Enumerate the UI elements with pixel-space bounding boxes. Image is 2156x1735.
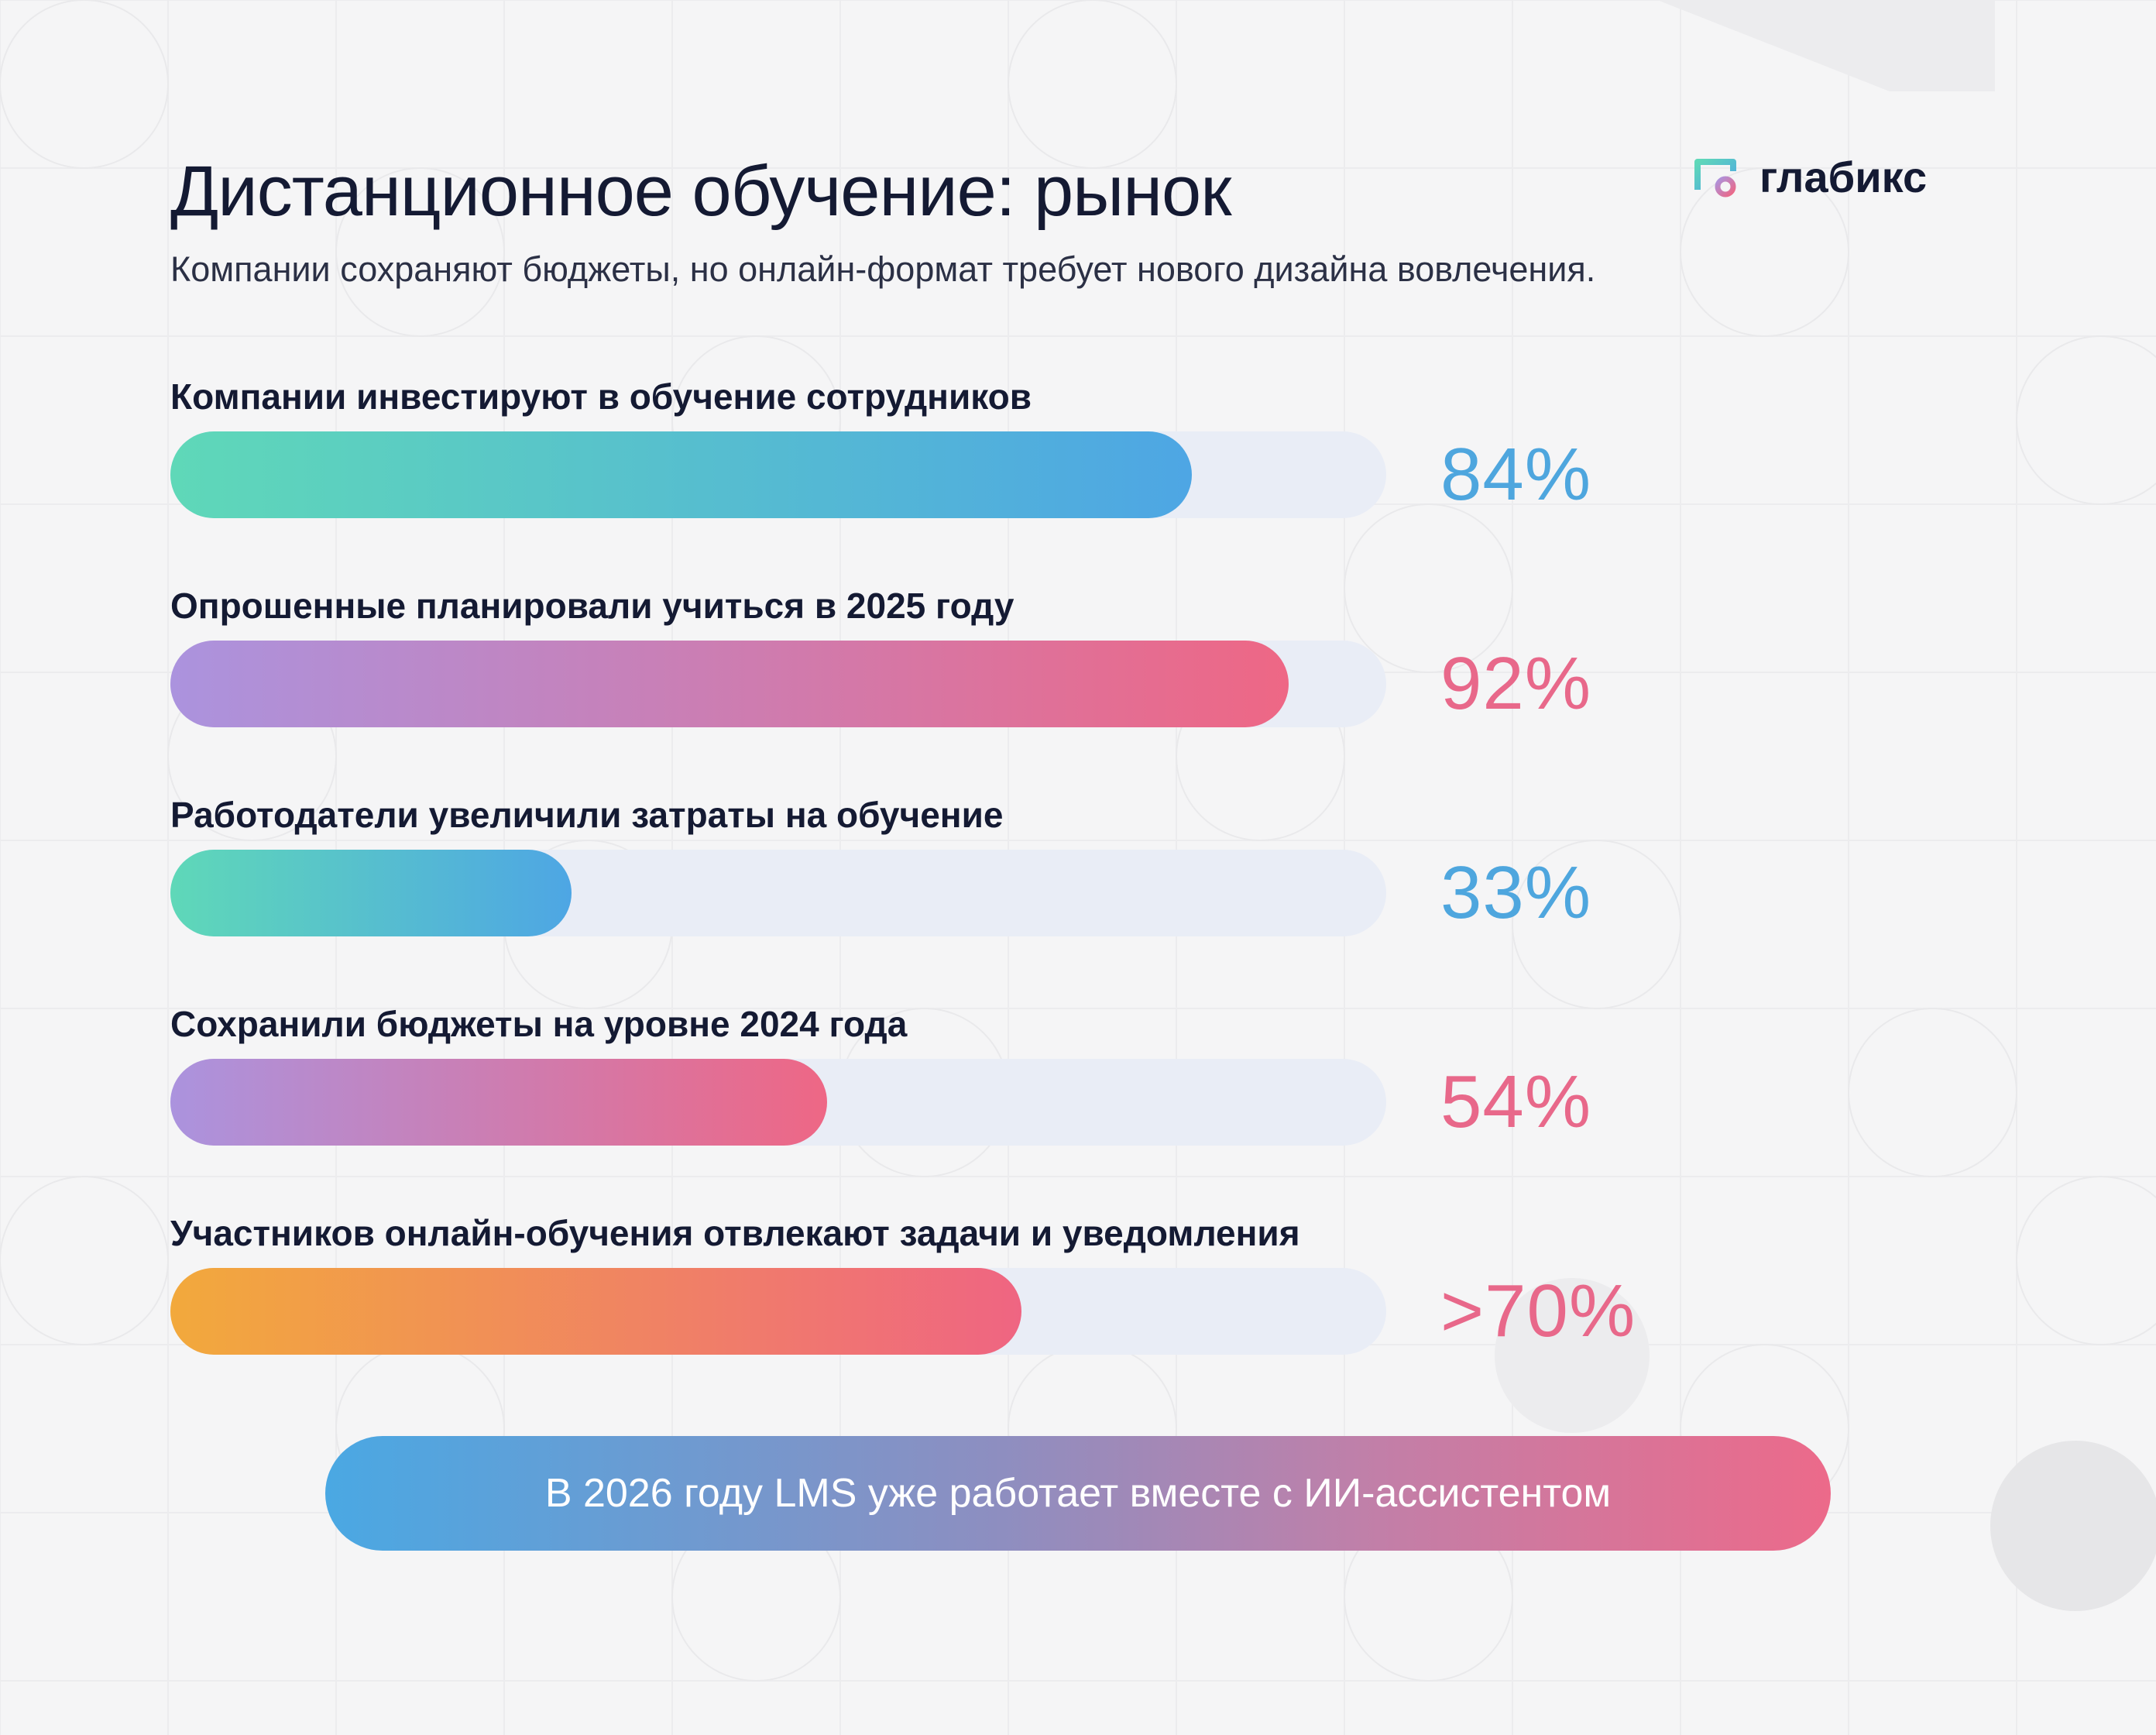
bar-label: Сохранили бюджеты на уровне 2024 года — [170, 1004, 908, 1044]
bar-row: Работодатели увеличили затраты на обучен… — [170, 794, 2029, 988]
bar-value-label: 92% — [1440, 642, 1592, 725]
bar-label: Компании инвестируют в обучение сотрудни… — [170, 376, 1032, 417]
page-subtitle: Компании сохраняют бюджеты, но онлайн-фо… — [170, 249, 1596, 289]
bar — [170, 641, 1289, 727]
banner-text: В 2026 году LMS уже работает вместе с ИИ… — [544, 1471, 1612, 1516]
bar — [170, 1268, 1021, 1355]
bar-row: Опрошенные планировали учиться в 2025 го… — [170, 585, 2029, 778]
page-title: Дистанционное обучение: рынок — [170, 152, 1231, 231]
glabix-logo-icon — [1694, 158, 1736, 197]
bar-label: Опрошенные планировали учиться в 2025 го… — [170, 586, 1014, 626]
bar — [170, 850, 572, 936]
brand-logo: глабикс — [1693, 152, 1927, 202]
bar-track — [170, 1059, 1386, 1146]
bar-row: Сохранили бюджеты на уровне 2024 года 54% — [170, 1003, 2029, 1197]
bar-value-label: 54% — [1440, 1060, 1592, 1143]
bar — [170, 1059, 827, 1146]
bar-track — [170, 641, 1386, 727]
bar-label: Работодатели увеличили затраты на обучен… — [170, 795, 1004, 835]
bar-value-label: 84% — [1440, 433, 1592, 516]
bar-row: Компании инвестируют в обучение сотрудни… — [170, 376, 2029, 569]
bar-track — [170, 1268, 1386, 1355]
brand-name: глабикс — [1759, 153, 1928, 201]
bar-track — [170, 850, 1386, 936]
bar-value-label: >70% — [1440, 1269, 1636, 1352]
bar-value-label: 33% — [1440, 851, 1592, 934]
bar-track — [170, 431, 1386, 518]
bar-label: Участников онлайн-обучения отвлекают зад… — [170, 1213, 1300, 1253]
conclusion-banner: В 2026 году LMS уже работает вместе с ИИ… — [325, 1436, 1831, 1551]
bar-row: Участников онлайн-обучения отвлекают зад… — [170, 1212, 2029, 1406]
bar — [170, 431, 1192, 518]
